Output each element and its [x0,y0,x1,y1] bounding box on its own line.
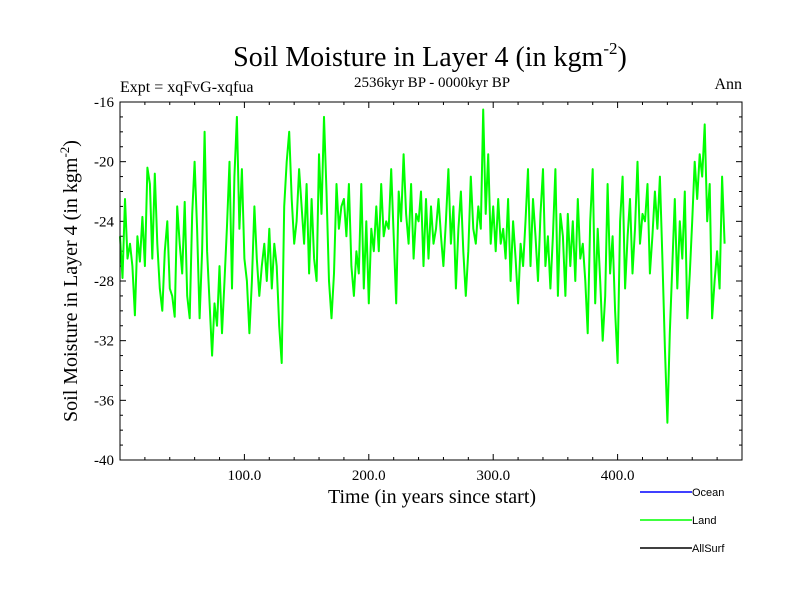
season-label: Ann [714,76,742,93]
x-tick-label: 100.0 [228,468,262,484]
y-tick-label: -36 [94,393,114,409]
y-tick-label: -28 [94,274,114,290]
y-tick-label: -20 [94,155,114,171]
y-tick-label: -32 [94,334,114,350]
x-tick-label: 300.0 [476,468,510,484]
x-tick-label: 200.0 [352,468,386,484]
x-tick-label: 400.0 [601,468,635,484]
legend: Ocean Land AllSurf [640,487,725,555]
y-axis-label-superscript: -2 [57,147,72,158]
series-line-land [119,108,726,424]
chart-subtitle: 2536kyr BP - 0000kyr BP [354,75,510,91]
y-tick-label: -24 [94,214,114,230]
experiment-label: Expt = xqFvG-xqfua [120,79,253,96]
plot-frame [119,101,743,461]
y-axis-label: Soil Moisture in Layer 4 (in kgm-2) [57,140,82,422]
legend-label-allsurf: AllSurf [692,543,725,555]
legend-label-ocean: Ocean [692,487,724,499]
legend-label-land: Land [692,515,716,527]
y-tick-label: -40 [94,453,114,469]
x-axis-ticks: 100.0 200.0 300.0 400.0 [144,102,718,484]
y-tick-label: -16 [94,95,114,111]
x-axis-label: Time (in years since start) [328,486,536,508]
chart-title: Soil Moisture in Layer 4 (in kgm-2) [233,39,627,73]
chart-title-superscript: -2 [603,39,617,58]
